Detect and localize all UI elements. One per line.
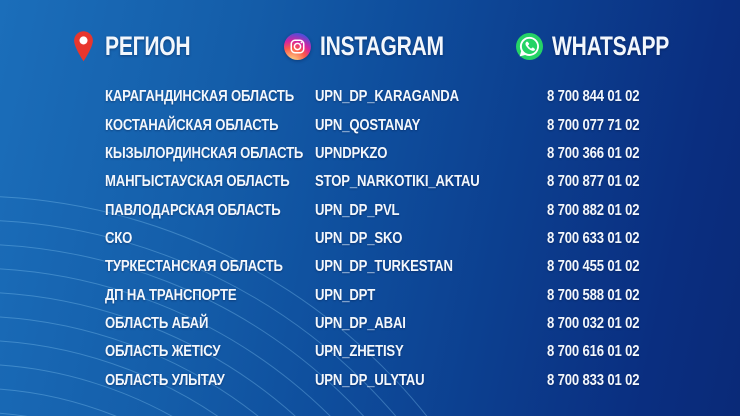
region-cell: ТУРКЕСТАНСКАЯ ОБЛАСТЬ [105, 258, 283, 276]
instagram-handle: UPN_DP_KARAGANDA [315, 88, 459, 106]
instagram-handle: UPN_DP_TURKESTAN [315, 258, 453, 276]
whatsapp-number: 8 700 633 01 02 [547, 229, 640, 247]
whatsapp-number: 8 700 366 01 02 [547, 144, 640, 162]
instagram-handle: UPN_DP_ULYTAU [315, 371, 425, 389]
instagram-icon [284, 32, 311, 60]
region-header-label: РЕГИОН [105, 30, 191, 61]
region-cell: МАНГЫСТАУСКАЯ ОБЛАСТЬ [105, 173, 290, 191]
whatsapp-header-label: WHATSAPP [552, 30, 670, 61]
location-pin-icon [71, 30, 96, 63]
instagram-handle: UPN_QOSTANAY [315, 116, 421, 134]
region-cell: КОСТАНАЙСКАЯ ОБЛАСТЬ [105, 116, 279, 134]
column-header-region: РЕГИОН [71, 28, 214, 64]
instagram-handle: UPN_DP_SKO [315, 229, 403, 247]
whatsapp-number: 8 700 882 01 02 [547, 201, 640, 219]
instagram-handle: UPN_DP_ABAI [315, 314, 406, 332]
whatsapp-number: 8 700 455 01 02 [547, 258, 640, 276]
column-header-whatsapp: WHATSAPP [516, 28, 702, 64]
region-cell: КАРАГАНДИНСКАЯ ОБЛАСТЬ [105, 88, 295, 106]
region-cell: ОБЛАСТЬ УЛЫТАУ [105, 371, 225, 389]
whatsapp-number: 8 700 877 01 02 [547, 173, 640, 191]
instagram-handle: UPN_DPT [315, 286, 376, 304]
whatsapp-number: 8 700 616 01 02 [547, 343, 640, 361]
whatsapp-icon [516, 32, 543, 60]
column-header-instagram: INSTAGRAM [284, 28, 479, 64]
instagram-handle: UPNDPKZO [315, 144, 388, 162]
whatsapp-number: 8 700 844 01 02 [547, 88, 640, 106]
whatsapp-number: 8 700 833 01 02 [547, 371, 640, 389]
region-cell: ОБЛАСТЬ ЖЕТІСУ [105, 343, 221, 361]
region-cell: ПАВЛОДАРСКАЯ ОБЛАСТЬ [105, 201, 281, 219]
whatsapp-number: 8 700 077 71 02 [547, 116, 640, 134]
region-cell: ДП НА ТРАНСПОРТЕ [105, 286, 237, 304]
instagram-handle: STOP_NARKOTIKI_AKTAU [315, 173, 480, 191]
contacts-table: КАРАГАНДИНСКАЯ ОБЛАСТЬ UPN_DP_KARAGANDA … [105, 83, 705, 395]
whatsapp-number: 8 700 588 01 02 [547, 286, 640, 304]
instagram-header-label: INSTAGRAM [320, 30, 444, 61]
region-cell: КЫЗЫЛОРДИНСКАЯ ОБЛАСТЬ [105, 144, 304, 162]
instagram-handle: UPN_DP_PVL [315, 201, 400, 219]
region-cell: СКО [105, 229, 133, 247]
region-cell: ОБЛАСТЬ АБАЙ [105, 314, 209, 332]
whatsapp-number: 8 700 032 01 02 [547, 314, 640, 332]
instagram-handle: UPN_ZHETISY [315, 343, 404, 361]
